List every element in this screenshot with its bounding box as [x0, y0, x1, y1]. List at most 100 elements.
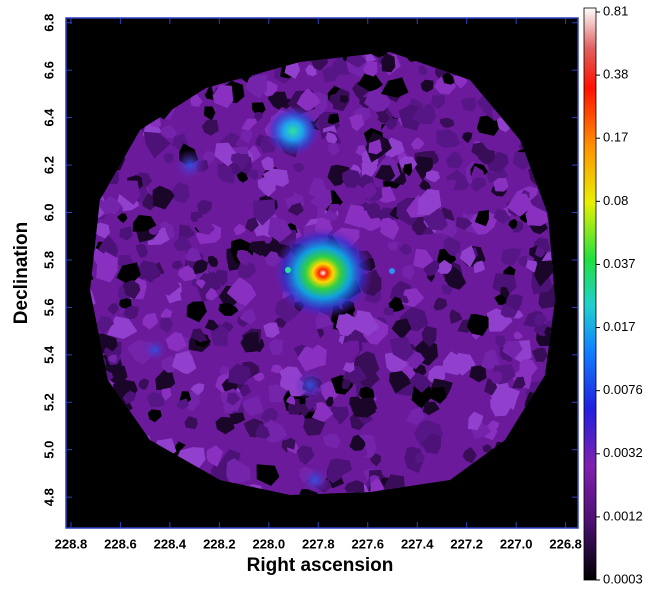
texture-cell: [274, 317, 287, 328]
texture-cell: [383, 307, 394, 316]
x-axis-label: Right ascension: [247, 555, 394, 576]
x-tick-label: 227.4: [401, 536, 434, 551]
texture-cell: [490, 394, 511, 417]
texture-cell: [135, 243, 149, 258]
texture-cell: [101, 335, 118, 352]
texture-cell: [502, 341, 523, 360]
texture-cell: [313, 441, 329, 457]
texture-cell: [286, 395, 296, 405]
texture-cell: [501, 248, 522, 266]
texture-cell: [367, 202, 383, 219]
texture-cell: [171, 350, 197, 375]
texture-cell: [107, 354, 117, 364]
texture-cell: [255, 423, 270, 439]
texture-cell: [342, 379, 351, 390]
texture-cell: [408, 372, 432, 393]
texture-cell: [310, 190, 333, 211]
x-tick-label: 228.6: [104, 536, 137, 551]
texture-cell: [178, 224, 196, 240]
texture-cell: [296, 88, 321, 111]
texture-cell: [469, 364, 487, 383]
texture-cell: [414, 156, 433, 181]
texture-cell: [435, 259, 452, 274]
texture-cell: [205, 287, 218, 301]
x-tick-label: 226.8: [549, 536, 582, 551]
texture-cell: [374, 165, 396, 183]
texture-cell: [230, 152, 244, 165]
texture-cell: [152, 185, 175, 210]
texture-cell: [190, 93, 203, 107]
texture-cell: [195, 279, 206, 289]
texture-cell: [325, 396, 334, 407]
texture-cell: [379, 186, 397, 203]
texture-cell: [147, 409, 162, 423]
colorbar-tick-label: 0.037: [603, 256, 636, 271]
texture-cell: [411, 385, 434, 409]
texture-cell: [482, 444, 493, 454]
texture-cell: [418, 65, 428, 75]
texture-cell: [351, 310, 380, 336]
texture-cell: [226, 277, 257, 306]
texture-cell: [368, 139, 382, 155]
texture-cell: [260, 407, 279, 425]
colorbar-tick-label: 0.0032: [603, 445, 643, 460]
texture-cell: [257, 243, 275, 258]
plot-frame: [65, 17, 579, 529]
texture-cell: [219, 365, 229, 375]
texture-cell: [135, 260, 161, 283]
texture-cell: [352, 81, 369, 100]
texture-cell: [226, 458, 251, 484]
texture-cell: [441, 284, 453, 295]
y-tick-label: 6.8: [41, 14, 56, 32]
texture-cell: [284, 437, 296, 450]
texture-cell: [519, 359, 538, 379]
texture-cell: [252, 372, 265, 382]
texture-cell: [239, 384, 251, 397]
texture-cell: [490, 371, 502, 384]
texture-cell: [215, 416, 235, 435]
texture-cell: [228, 363, 252, 386]
texture-cell: [299, 330, 322, 349]
texture-cell: [450, 352, 476, 376]
texture-cell: [169, 182, 190, 204]
texture-cell: [156, 273, 181, 296]
texture-cell: [107, 291, 117, 301]
texture-cell: [270, 364, 284, 374]
texture-cell: [142, 312, 159, 330]
texture-cell: [534, 260, 553, 287]
texture-cell: [190, 328, 208, 343]
texture-cell: [489, 120, 499, 130]
y-tick-label: 6.2: [41, 156, 56, 174]
texture-cell: [466, 314, 489, 336]
texture-cell: [474, 210, 489, 227]
texture-cell: [370, 52, 388, 59]
texture-cell: [362, 60, 378, 77]
colorbar-tick-label: 0.08: [603, 193, 628, 208]
texture-cell: [445, 151, 464, 169]
texture-cell: [122, 279, 141, 300]
texture-cell: [344, 204, 368, 228]
texture-cell: [94, 315, 115, 334]
texture-cell: [206, 445, 224, 467]
texture-cell: [132, 214, 157, 232]
texture-cell: [470, 177, 486, 192]
texture-cell: [116, 262, 141, 286]
texture-cell: [239, 308, 257, 325]
colorbar-tick-label: 0.017: [603, 319, 636, 334]
texture-cell: [429, 387, 447, 404]
texture-cell: [327, 113, 340, 125]
texture-cell: [377, 112, 390, 124]
texture-cell: [98, 235, 119, 258]
texture-cell: [462, 447, 477, 464]
texture-cell: [197, 199, 213, 215]
texture-cell: [240, 332, 259, 353]
texture-cell: [218, 302, 239, 316]
texture-cell: [119, 226, 133, 241]
texture-cell: [453, 75, 468, 89]
texture-cell: [350, 397, 378, 418]
x-tick-label: 227.6: [351, 536, 384, 551]
texture-cell: [338, 313, 359, 337]
texture-cell: [261, 156, 274, 171]
texture-cell: [470, 165, 485, 181]
